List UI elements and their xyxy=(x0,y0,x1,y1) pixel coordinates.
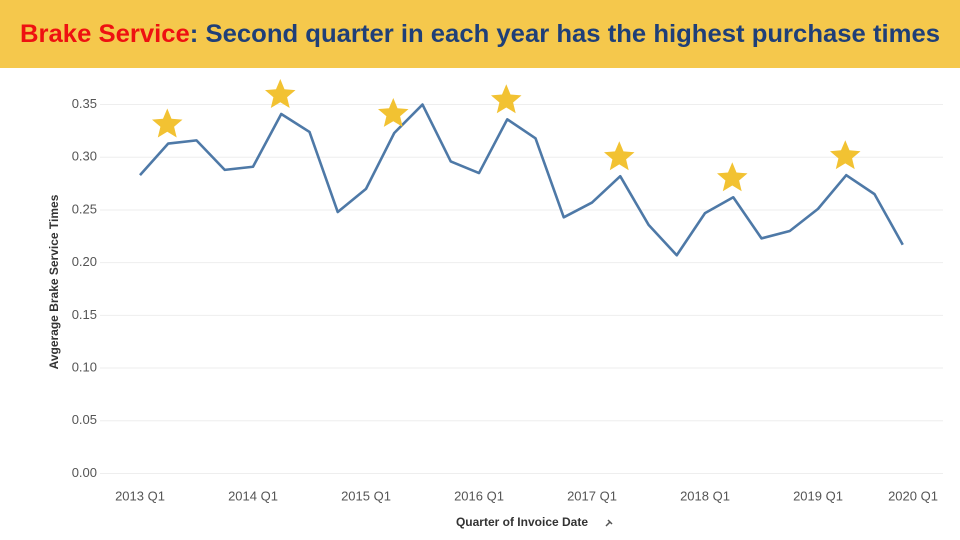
x-tick-label: 2013 Q1 xyxy=(115,488,165,503)
y-tick-label: 0.30 xyxy=(72,149,97,164)
y-tick-label: 0.15 xyxy=(72,307,97,322)
y-tick-label: 0.25 xyxy=(72,201,97,216)
y-tick-label: 0.35 xyxy=(72,96,97,111)
x-tick-label: 2015 Q1 xyxy=(341,488,391,503)
x-tick-label: 2016 Q1 xyxy=(454,488,504,503)
y-tick-label: 0.00 xyxy=(72,465,97,480)
star-marker xyxy=(717,162,748,192)
x-tick-label: 2020 Q1 xyxy=(888,488,938,503)
x-tick-label: 2018 Q1 xyxy=(680,488,730,503)
line xyxy=(139,103,904,257)
pin-icon xyxy=(605,519,613,527)
title-text: : Second quarter in each year has the hi… xyxy=(190,20,940,48)
star-marker xyxy=(491,84,522,114)
star-marker xyxy=(830,140,861,170)
x-axis-label: Quarter of Invoice Date xyxy=(456,515,588,529)
title-highlight: Brake Service xyxy=(20,20,190,48)
chart-title: Brake Service: Second quarter in each ye… xyxy=(20,20,940,48)
star-marker xyxy=(378,98,409,127)
star-marker xyxy=(152,108,183,138)
y-tick-label: 0.05 xyxy=(72,412,97,427)
title-banner xyxy=(0,0,960,68)
y-tick-label: 0.10 xyxy=(72,359,97,374)
x-tick-label: 2014 Q1 xyxy=(228,488,278,503)
x-tick-label: 2019 Q1 xyxy=(793,488,843,503)
y-axis-label: Avgerage Brake Service Times xyxy=(47,194,61,369)
x-tick-label: 2017 Q1 xyxy=(567,488,617,503)
star-marker xyxy=(265,79,296,108)
y-tick-label: 0.20 xyxy=(72,254,97,269)
star-marker xyxy=(604,141,635,171)
